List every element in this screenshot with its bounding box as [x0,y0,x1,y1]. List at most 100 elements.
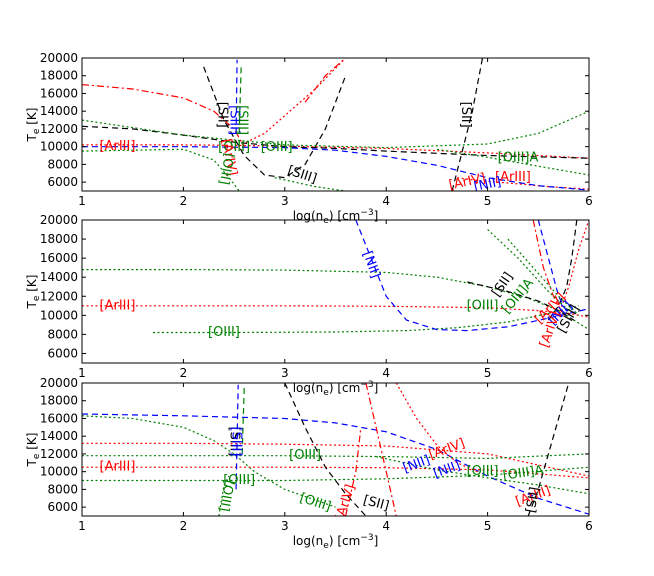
line-label: [ArIV] [448,171,487,193]
x-tick-label: 5 [484,366,492,380]
series-group [82,58,589,191]
y-tick-label: 6000 [47,175,78,189]
series-line-6 [82,125,589,159]
annotation-group: [ArIII][OIII][NII][OIII][SII][OIII]A[ArI… [100,249,583,349]
y-tick-label: 8000 [47,482,78,496]
y-tick-label: 8000 [47,327,78,341]
y-tick-label: 18000 [40,394,78,408]
x-tick-label: 2 [180,519,188,533]
panel-2: [ArIII][OIII][NII][OIII][SII][OIII]A[ArI… [25,213,593,398]
series-line-12 [375,456,589,495]
line-label: [OIII] [218,140,250,155]
x-tick-label: 6 [585,519,593,533]
line-label: [ArIII] [100,298,136,313]
line-label: [NII] [473,175,503,195]
x-axis-label: log(ne) [cm−3] [293,533,379,551]
series-line-7 [203,66,347,179]
series-line-1 [82,413,589,515]
series-line-4 [355,220,589,332]
x-tick-label: 2 [180,194,188,208]
x-tick-label: 3 [281,194,289,208]
y-tick-label: 20000 [40,376,78,390]
line-label: [ArIII] [495,170,531,185]
y-tick-label: 10000 [40,465,78,479]
y-axis-label: Te [K] [25,433,42,468]
series-group [82,383,589,516]
x-tick-label: 1 [78,366,86,380]
y-tick-label: 6000 [47,346,78,360]
line-label: [SII] [458,102,473,128]
panel-1: [ArIII][SII][SIII][SIII][OIII][ArIV][OII… [25,51,593,226]
plot-frame [81,219,590,364]
y-tick-label: 14000 [40,104,78,118]
series-line-5 [457,177,589,190]
line-label: [SII] [362,493,391,514]
line-label: [OIII] [467,298,499,313]
series-line-10 [487,229,570,312]
series-line-5 [82,453,589,460]
x-tick-label: 1 [78,194,86,208]
series-line-6 [82,466,589,482]
series-line-2 [82,269,589,331]
line-label: [OIII] [289,448,321,463]
series-line-8 [451,58,484,191]
line-label: [SIII] [229,427,244,457]
plot-frame [81,57,590,192]
series-line-1 [82,305,589,318]
series-line-3 [82,442,589,477]
series-line-10 [235,59,238,134]
x-tick-label: 4 [382,366,390,380]
x-tick-label: 2 [180,366,188,380]
x-tick-label: 1 [78,519,86,533]
series-line-11 [345,427,362,516]
series-line-3 [233,58,347,149]
y-tick-label: 20000 [40,51,78,65]
series-line-4 [304,58,346,103]
line-label: [NII] [359,249,383,280]
line-label: [OIII]A [498,151,539,166]
line-label: [OIII] [261,140,293,155]
series-line-12 [82,110,589,149]
y-tick-label: 12000 [40,122,78,136]
line-label: [SIII] [227,427,242,457]
x-tick-label: 6 [585,194,593,208]
line-label: [OIII] [216,479,236,513]
y-tick-label: 20000 [40,213,78,227]
series-line-8 [558,220,589,316]
y-axis-label: Te [K] [25,108,42,143]
line-label: [ArIV] [333,483,359,523]
x-tick-label: 5 [484,194,492,208]
series-line-14 [241,387,245,454]
series-line-7 [532,220,565,316]
series-line-8 [527,383,570,516]
series-line-5 [467,281,575,321]
line-label: [OIII] [208,325,240,340]
y-tick-label: 16000 [40,86,78,100]
series-line-11 [238,65,242,134]
y-tick-label: 16000 [40,411,78,425]
line-label: [ArIV] [218,138,239,177]
y-tick-label: 10000 [40,140,78,154]
annotation-group: [ArIII][SIII][SIII] [OIII][OIII][OIII] [OI… [100,427,553,523]
y-axis-label: Te [K] [25,275,42,310]
x-tick-label: 3 [281,519,289,533]
series-line-7 [284,383,367,516]
y-tick-label: 18000 [40,69,78,83]
series-line-2 [82,415,336,508]
x-tick-label: 5 [484,519,492,533]
y-tick-label: 14000 [40,429,78,443]
y-tick-label: 12000 [40,289,78,303]
line-label: [SIII] [227,105,242,135]
line-label: [SII] [524,486,543,514]
line-label: [SII] [214,102,229,128]
x-tick-label: 4 [382,194,390,208]
y-tick-label: 8000 [47,157,78,171]
y-tick-label: 16000 [40,251,78,265]
y-tick-label: 18000 [40,232,78,246]
y-tick-label: 14000 [40,270,78,284]
panel-3: [ArIII][SIII][SIII] [OIII][OIII][OIII] [OI… [25,376,593,551]
x-tick-label: 6 [585,366,593,380]
series-line-15 [436,148,589,176]
line-label: [NII] [401,453,432,477]
series-line-6 [547,220,578,321]
